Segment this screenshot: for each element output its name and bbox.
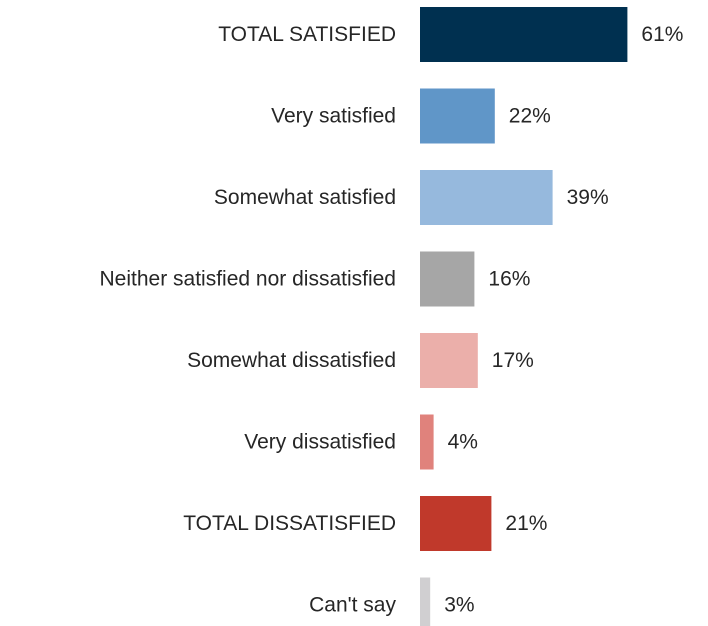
bar-total-satisfied	[420, 7, 628, 62]
value-label-very-satisfied: 22%	[509, 105, 551, 128]
value-label-very-dissatisfied: 4%	[448, 431, 478, 454]
value-label-can-t-say: 3%	[444, 594, 474, 617]
bar-very-dissatisfied	[420, 414, 434, 470]
value-labels-layer: 61% 22% 39% 16% 17% 4% 21% 3%	[444, 23, 683, 617]
bar-can-t-say	[420, 577, 431, 626]
bar-neither-satisfied-nor-dissatisfied	[420, 251, 475, 307]
value-label-somewhat-satisfied: 39%	[567, 186, 609, 209]
bar-somewhat-satisfied	[420, 170, 553, 225]
value-label-total-satisfied: 61%	[641, 23, 683, 46]
category-label-can-t-say: Can't say	[309, 594, 396, 617]
category-label-very-satisfied: Very satisfied	[271, 105, 396, 128]
bar-somewhat-dissatisfied	[420, 333, 478, 388]
category-label-neither-satisfied-nor-dissatisfied: Neither satisfied nor dissatisfied	[100, 268, 396, 291]
category-label-total-dissatisfied: TOTAL DISSATISFIED	[183, 512, 396, 535]
category-label-very-dissatisfied: Very dissatisfied	[244, 431, 396, 454]
bars-layer	[420, 7, 628, 626]
value-label-total-dissatisfied: 21%	[505, 512, 547, 535]
category-label-total-satisfied: TOTAL SATISFIED	[218, 23, 396, 46]
value-label-neither-satisfied-nor-dissatisfied: 16%	[488, 268, 530, 291]
category-labels-layer: TOTAL SATISFIED Very satisfied Somewhat sa…	[100, 23, 397, 617]
bar-very-satisfied	[420, 88, 495, 144]
bar-total-dissatisfied	[420, 496, 492, 551]
category-label-somewhat-satisfied: Somewhat satisfied	[214, 186, 396, 209]
value-label-somewhat-dissatisfied: 17%	[492, 349, 534, 372]
category-label-somewhat-dissatisfied: Somewhat dissatisfied	[187, 349, 396, 372]
